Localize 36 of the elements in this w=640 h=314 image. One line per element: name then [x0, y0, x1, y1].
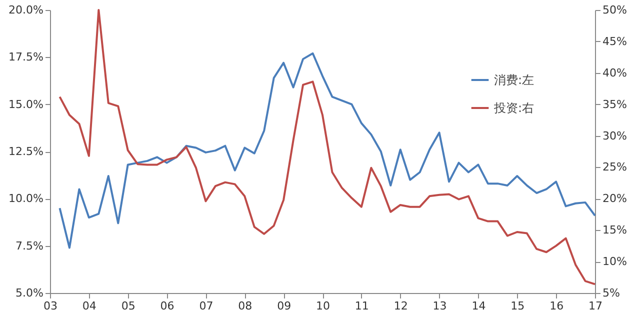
line-series [58, 52, 596, 249]
x-tick-label: 11 [354, 300, 369, 312]
x-tick-label: 03 [44, 300, 58, 312]
x-tick-label: 06 [160, 300, 174, 312]
y2-tick-label: 35% [602, 98, 627, 111]
x-tick-label: 17 [588, 300, 602, 312]
y-tick-label: 12.5% [8, 145, 44, 158]
x-tick-label: 16 [550, 300, 564, 312]
x-tick-label: 08 [238, 300, 252, 312]
y2-tick-label: 5% [602, 286, 620, 300]
x-tick-label: 09 [277, 300, 292, 312]
y2-tick-label: 25% [602, 160, 627, 174]
x-tick-label: 14 [472, 300, 486, 312]
y-tick-label: 5.0% [16, 286, 44, 300]
x-tick-label: 10 [316, 300, 330, 312]
y-tick-label: 10.0% [8, 192, 44, 206]
x-tick-label: 07 [199, 300, 214, 312]
x-tick-label: 05 [121, 300, 136, 312]
line-series [58, 9, 596, 286]
x-tick-label: 04 [82, 300, 96, 312]
legend-label: 消费:左 [494, 73, 534, 87]
x-tick-label: 13 [432, 300, 447, 312]
y-tick-label: 20.0% [8, 4, 44, 16]
y2-tick-label: 15% [602, 224, 627, 237]
y2-tick-label: 50% [602, 4, 627, 16]
y2-tick-label: 20% [602, 192, 627, 206]
y2-tick-label: 40% [602, 66, 627, 80]
y2-tick-label: 10% [602, 255, 627, 268]
y-tick-label: 7.5% [16, 239, 44, 252]
y-tick-label: 17.5% [8, 50, 44, 64]
y2-tick-label: 45% [602, 34, 627, 48]
legend-label: 投资:右 [493, 101, 534, 115]
x-tick-label: 12 [394, 300, 408, 312]
x-tick-label: 15 [510, 300, 525, 312]
y-tick-label: 15.0% [8, 98, 44, 111]
y2-tick-label: 30% [602, 129, 627, 142]
